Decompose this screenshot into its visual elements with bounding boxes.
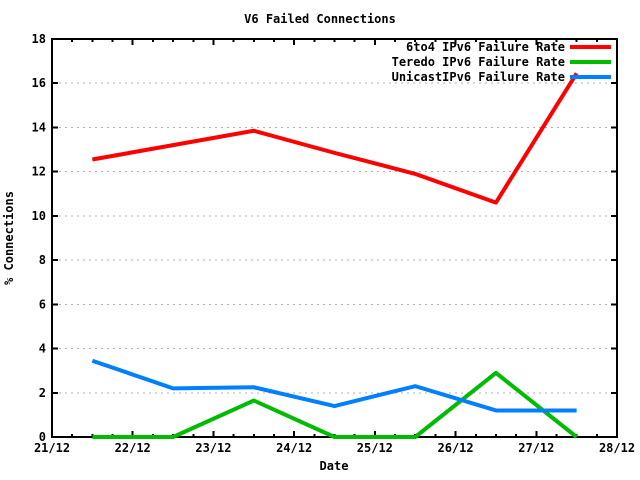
y-axis-label: % Connections — [2, 191, 16, 285]
x-axis-label: Date — [320, 459, 349, 473]
legend-label-teredo: Teredo IPv6 Failure Rate — [392, 55, 565, 69]
x-tick-label: 27/12 — [518, 441, 554, 455]
y-tick-label: 12 — [32, 165, 46, 179]
y-tick-label: 16 — [32, 76, 46, 90]
y-tick-label: 8 — [39, 253, 46, 267]
y-tick-label: 4 — [39, 342, 46, 356]
y-tick-label: 14 — [32, 120, 46, 134]
x-tick-label: 21/12 — [34, 441, 70, 455]
x-tick-label: 24/12 — [276, 441, 312, 455]
series-line-2 — [91, 358, 577, 413]
x-tick-label: 23/12 — [195, 441, 231, 455]
plot-area: 21/12 22/12 23/12 24/12 25/12 26/12 27/12 28/12… — [32, 32, 636, 455]
y-tick-label: 10 — [32, 209, 46, 223]
y-tick-label: 18 — [32, 32, 46, 46]
series-line-1 — [92, 370, 578, 439]
x-tick-label: 25/12 — [357, 441, 393, 455]
legend: 6to4 IPv6 Failure Rate Teredo IPv6 Failu… — [392, 40, 611, 84]
y-tick-label: 0 — [39, 430, 46, 444]
chart-title: V6 Failed Connections — [244, 12, 396, 26]
x-tick-label: 22/12 — [115, 441, 151, 455]
y-tick-label: 6 — [39, 297, 46, 311]
x-tick-label: 26/12 — [438, 441, 474, 455]
series-line-0 — [92, 72, 579, 205]
legend-label-6to4: 6to4 IPv6 Failure Rate — [406, 40, 565, 54]
x-tick-label: 28/12 — [599, 441, 635, 455]
legend-label-unicast: UnicastIPv6 Failure Rate — [392, 70, 565, 84]
y-tick-label: 2 — [39, 386, 46, 400]
